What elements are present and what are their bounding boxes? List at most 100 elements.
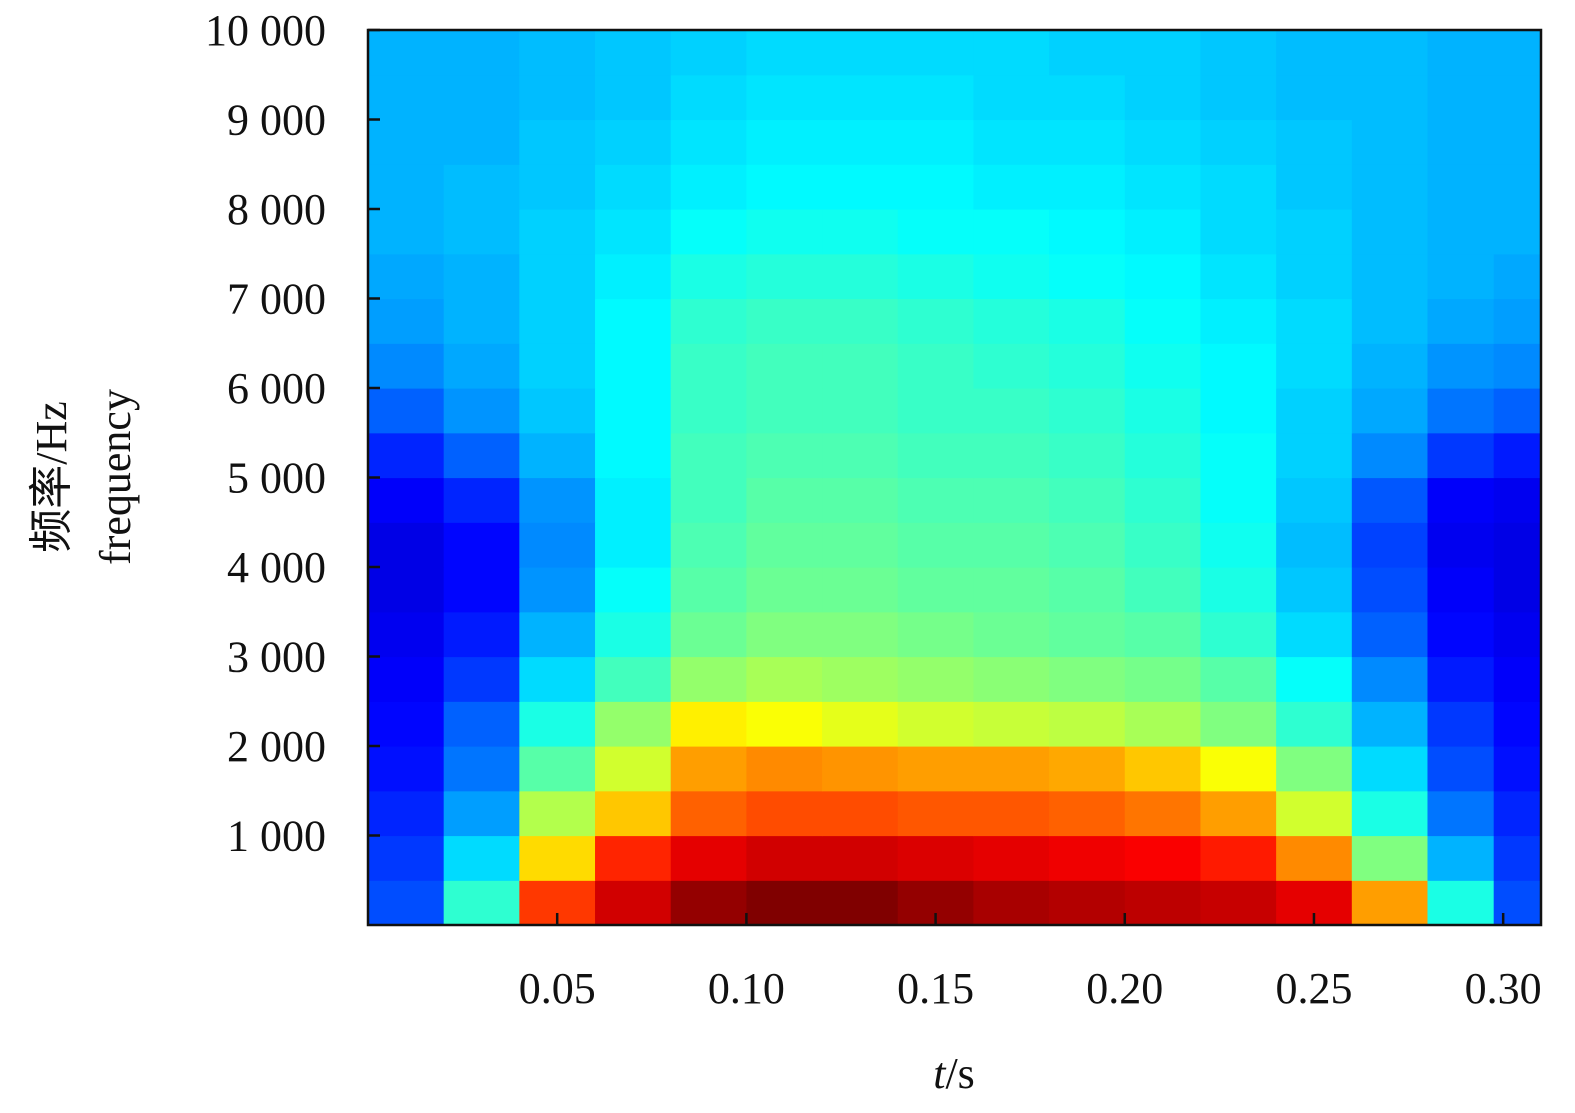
heatmap-cell — [670, 343, 747, 389]
heatmap-cell — [1200, 656, 1277, 702]
heatmap-cell — [897, 253, 975, 300]
y-tick-label: 10 000 — [205, 6, 326, 55]
heatmap-cell — [822, 74, 899, 121]
x-tick-label: 0.30 — [1465, 964, 1542, 1013]
heatmap-cell — [973, 74, 1050, 121]
heatmap-cell — [1276, 835, 1353, 881]
heatmap-cell — [897, 701, 975, 747]
heatmap-cell — [973, 522, 1050, 568]
heatmap-cell — [670, 164, 747, 210]
heatmap-cell — [1124, 343, 1202, 389]
heatmap-cell — [822, 388, 899, 434]
heatmap-cell — [1200, 567, 1277, 613]
heatmap-cell — [973, 253, 1050, 300]
heatmap-cell — [897, 790, 975, 837]
heatmap-cell — [1351, 432, 1429, 479]
heatmap-cell — [1493, 432, 1541, 479]
heatmap-cell — [368, 790, 445, 837]
heatmap-cell — [822, 298, 899, 344]
heatmap-cell — [1493, 701, 1541, 747]
heatmap-cell — [1351, 74, 1429, 121]
heatmap-cell — [443, 298, 520, 344]
heatmap-cell — [1351, 253, 1429, 300]
heatmap-cell — [670, 656, 747, 702]
x-tick-label: 0.10 — [708, 964, 785, 1013]
heatmap-cell — [1049, 298, 1126, 344]
heatmap-cell — [1049, 432, 1126, 479]
heatmap-cell — [1124, 611, 1202, 658]
heatmap-cell — [368, 880, 445, 925]
heatmap-cell — [1200, 880, 1277, 925]
heatmap-cell — [595, 835, 672, 881]
heatmap-cell — [746, 701, 823, 747]
heatmap-cell — [1493, 611, 1541, 658]
heatmap-cell — [746, 253, 823, 300]
heatmap-cell — [973, 432, 1050, 479]
heatmap-cell — [595, 209, 672, 255]
heatmap-cell — [368, 477, 445, 523]
heatmap-cell — [1493, 298, 1541, 344]
heatmap-cell — [897, 567, 975, 613]
heatmap-cell — [1124, 880, 1202, 925]
heatmap-cell — [1493, 164, 1541, 210]
heatmap-cell — [1049, 74, 1126, 121]
heatmap-cell — [822, 746, 899, 792]
heatmap-cell — [368, 567, 445, 613]
heatmap-cell — [595, 298, 672, 344]
heatmap-cell — [1124, 790, 1202, 837]
heatmap-cell — [746, 835, 823, 881]
y-tick-label: 1 000 — [227, 812, 326, 861]
heatmap-cell — [1049, 30, 1126, 76]
heatmap-cell — [1200, 164, 1277, 210]
heatmap-cell — [1276, 30, 1353, 76]
heatmap-cell — [368, 746, 445, 792]
heatmap-cell — [1351, 522, 1429, 568]
heatmap-cell — [1124, 835, 1202, 881]
heatmap-cell — [519, 477, 596, 523]
heatmap-cell — [595, 388, 672, 434]
heatmap-cell — [368, 298, 445, 344]
heatmap-cell — [1124, 567, 1202, 613]
heatmap-cell — [746, 880, 823, 925]
y-tick-label: 5 000 — [227, 454, 326, 503]
heatmap-cell — [1427, 701, 1495, 747]
heatmap-cell — [822, 253, 899, 300]
heatmap-cell — [519, 209, 596, 255]
heatmap-cell — [1276, 477, 1353, 523]
heatmap-cell — [368, 343, 445, 389]
heatmap-cell — [1493, 880, 1541, 925]
heatmap-cell — [1351, 164, 1429, 210]
heatmap-cell — [973, 790, 1050, 837]
heatmap-cell — [1351, 119, 1429, 165]
heatmap-cell — [973, 880, 1050, 925]
heatmap-cell — [1493, 253, 1541, 300]
heatmap-cell — [746, 30, 823, 76]
heatmap-cell — [595, 746, 672, 792]
heatmap-cell — [443, 835, 520, 881]
x-axis-label-symbol: t — [933, 1049, 947, 1098]
heatmap-cell — [1351, 209, 1429, 255]
heatmap-cell — [443, 611, 520, 658]
heatmap-cell — [897, 522, 975, 568]
heatmap-cell — [1200, 343, 1277, 389]
heatmap-cell — [1276, 432, 1353, 479]
heatmap-cell — [519, 701, 596, 747]
heatmap-cell — [670, 74, 747, 121]
heatmap-cell — [443, 567, 520, 613]
heatmap-cell — [1493, 790, 1541, 837]
heatmap-cell — [746, 746, 823, 792]
heatmap-cell — [897, 835, 975, 881]
y-tick-label: 4 000 — [227, 543, 326, 592]
x-tick-label: 0.15 — [897, 964, 974, 1013]
heatmap-cell — [368, 522, 445, 568]
heatmap-cell — [670, 388, 747, 434]
heatmap-cell — [1276, 567, 1353, 613]
heatmap-cell — [1427, 164, 1495, 210]
heatmap-cell — [519, 30, 596, 76]
heatmap-cell — [1200, 790, 1277, 837]
heatmap-cell — [1200, 477, 1277, 523]
heatmap-cell — [1427, 790, 1495, 837]
heatmap-cell — [746, 119, 823, 165]
heatmap-cell — [368, 253, 445, 300]
heatmap-cell — [1200, 74, 1277, 121]
